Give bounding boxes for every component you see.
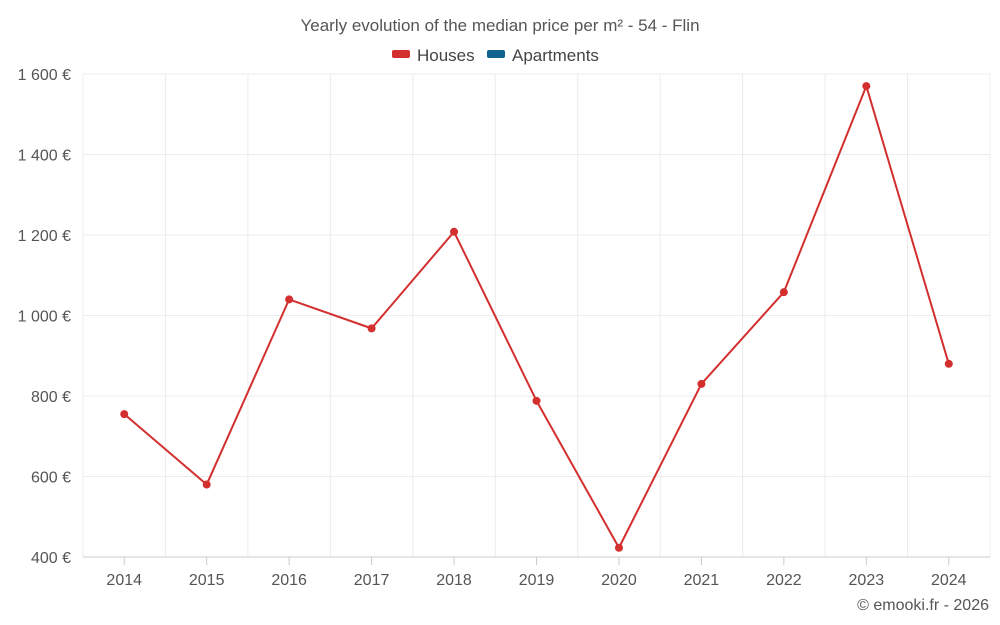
y-axis: 400 € 600 € 800 € 1 000 € 1 200 € 1 400 € 1 60… (18, 67, 71, 567)
x-tick-label: 2015 (189, 572, 225, 589)
data-point[interactable] (450, 227, 459, 236)
series-layer (120, 82, 953, 552)
legend-swatch-apartments (487, 50, 505, 58)
data-point[interactable] (862, 82, 871, 91)
x-tick-label: 2024 (931, 572, 967, 589)
legend-label-apartments[interactable]: Apartments (512, 46, 599, 65)
y-tick-label: 600 € (31, 470, 71, 487)
x-tick-label: 2021 (684, 572, 720, 589)
legend-swatch-houses (392, 50, 410, 58)
chart-title: Yearly evolution of the median price per… (300, 16, 699, 35)
x-tick-label: 2020 (601, 572, 637, 589)
x-tick-label: 2014 (106, 572, 142, 589)
x-tick-label: 2018 (436, 572, 472, 589)
x-tick-label: 2023 (849, 572, 885, 589)
data-point[interactable] (202, 480, 211, 489)
data-point[interactable] (532, 396, 541, 405)
data-point[interactable] (697, 379, 706, 388)
legend-label-houses[interactable]: Houses (417, 46, 475, 65)
credit-text: © emooki.fr - 2026 (857, 597, 989, 614)
data-point[interactable] (614, 543, 623, 552)
y-tick-label: 1 600 € (18, 67, 71, 84)
x-tick-label: 2017 (354, 572, 390, 589)
x-tick-label: 2019 (519, 572, 555, 589)
y-tick-label: 1 000 € (18, 309, 71, 326)
y-tick-label: 1 400 € (18, 148, 71, 165)
x-tick-label: 2022 (766, 572, 802, 589)
grid (82, 73, 991, 557)
data-point[interactable] (120, 410, 129, 419)
x-tick-label: 2016 (271, 572, 307, 589)
data-point[interactable] (285, 295, 294, 304)
legend: Houses Apartments (392, 46, 599, 65)
data-point[interactable] (367, 324, 376, 333)
y-tick-label: 400 € (31, 550, 71, 567)
data-point[interactable] (944, 359, 953, 368)
data-point[interactable] (779, 288, 788, 297)
x-axis: 2014 2015 2016 2017 2018 2019 2020 2021 2022 2023… (83, 556, 990, 589)
y-tick-label: 1 200 € (18, 228, 71, 245)
y-tick-label: 800 € (31, 389, 71, 406)
